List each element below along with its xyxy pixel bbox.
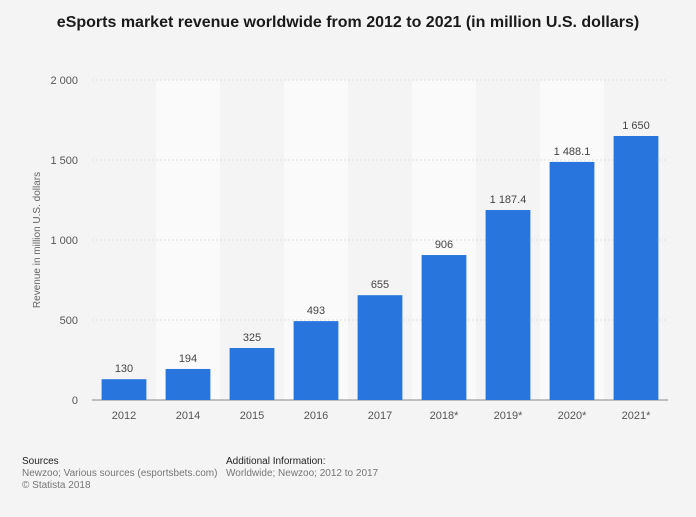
x-tick-label: 2016 <box>304 410 328 422</box>
additional-info-block: Additional Information: Worldwide; Newzo… <box>226 456 378 480</box>
bar <box>549 161 595 400</box>
bars <box>101 136 659 400</box>
chart-title: eSports market revenue worldwide from 20… <box>56 14 640 31</box>
data-label: 1 488.1 <box>554 146 591 158</box>
y-tick-label: 0 <box>72 395 78 407</box>
data-label: 906 <box>435 239 453 251</box>
data-label: 325 <box>243 332 261 344</box>
bar <box>485 210 531 400</box>
bar <box>357 295 403 400</box>
bar <box>165 368 211 400</box>
x-tick-label: 2018* <box>430 410 459 422</box>
data-label: 655 <box>371 279 389 291</box>
x-tick-label: 2019* <box>494 410 523 422</box>
x-tick-label: 2014 <box>176 410 200 422</box>
additional-title: Additional Information: <box>226 456 326 467</box>
data-label: 1 187.4 <box>490 194 527 206</box>
y-tick-label: 1 500 <box>50 155 78 167</box>
copyright: © Statista 2018 <box>22 480 91 491</box>
value-labels: 130 194 325 493 655 906 1 187.4 1 488.1 1 650 <box>115 120 650 375</box>
data-label: 130 <box>115 363 133 375</box>
y-tick-label: 500 <box>60 315 78 327</box>
additional-text: Worldwide; Newzoo; 2012 to 2017 <box>226 468 379 479</box>
data-label: 194 <box>179 353 197 365</box>
x-tick-label: 2021* <box>622 410 651 422</box>
sources-title: Sources <box>22 456 59 467</box>
x-tick-label: 2012 <box>112 410 136 422</box>
y-axis-label: Revenue in million U.S. dollars <box>32 172 43 308</box>
x-axis-ticks: 2012 2014 2015 2016 2017 2018* 2019* 2020* 2021* <box>112 410 651 422</box>
bar <box>101 379 147 400</box>
bar <box>293 321 339 400</box>
y-axis-ticks: 0 500 1 000 1 500 2 000 <box>50 75 78 407</box>
x-tick-label: 2017 <box>368 410 392 422</box>
bar <box>613 136 659 400</box>
sources-text: Newzoo; Various sources (esportsbets.com… <box>22 468 218 479</box>
bar <box>421 255 467 400</box>
x-tick-label: 2015 <box>240 410 264 422</box>
x-tick-label: 2020* <box>558 410 587 422</box>
sources-block: Sources Newzoo; Various sources (esports… <box>22 456 217 492</box>
y-tick-label: 2 000 <box>50 75 78 87</box>
data-label: 1 650 <box>622 120 650 132</box>
y-tick-label: 1 000 <box>50 235 78 247</box>
bar <box>229 348 275 400</box>
data-label: 493 <box>307 305 325 317</box>
